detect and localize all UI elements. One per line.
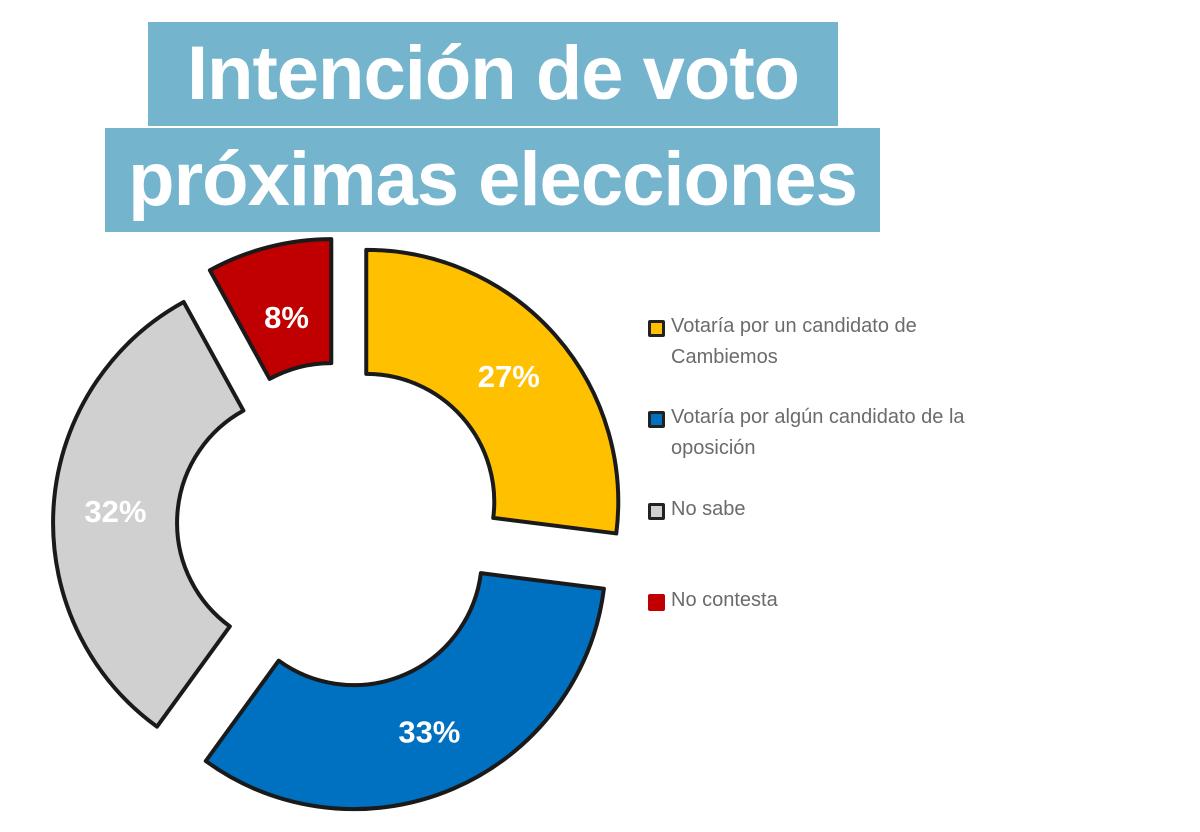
data-label: 33% bbox=[398, 714, 460, 749]
title-line-2: próximas elecciones bbox=[105, 128, 880, 232]
legend-label: Votaría por un candidato de Cambiemos bbox=[671, 315, 917, 368]
legend-item-no-sabe: No sabe bbox=[648, 494, 981, 525]
slice-no-contesta bbox=[207, 237, 334, 381]
data-label: 8% bbox=[264, 300, 309, 335]
slice-cambiemos bbox=[364, 247, 621, 536]
legend-label: Votaría por algún candidato de la oposic… bbox=[671, 406, 965, 459]
data-label: 27% bbox=[478, 359, 540, 394]
title-line-1: Intención de voto bbox=[148, 22, 838, 126]
legend-swatch bbox=[648, 411, 665, 428]
data-label: 32% bbox=[84, 494, 146, 529]
slice-no-sabe bbox=[51, 299, 246, 729]
legend-swatch bbox=[648, 503, 665, 520]
legend-item-cambiemos: Votaría por un candidato de Cambiemos bbox=[648, 311, 981, 373]
legend-label: No sabe bbox=[671, 498, 746, 520]
legend-item-no-contesta: No contesta bbox=[648, 585, 981, 616]
legend-label: No contesta bbox=[671, 589, 778, 611]
legend-swatch bbox=[648, 320, 665, 337]
legend-item-oposicion: Votaría por algún candidato de la oposic… bbox=[648, 402, 981, 464]
slice-oposicion bbox=[203, 571, 606, 812]
legend-swatch bbox=[648, 594, 665, 611]
